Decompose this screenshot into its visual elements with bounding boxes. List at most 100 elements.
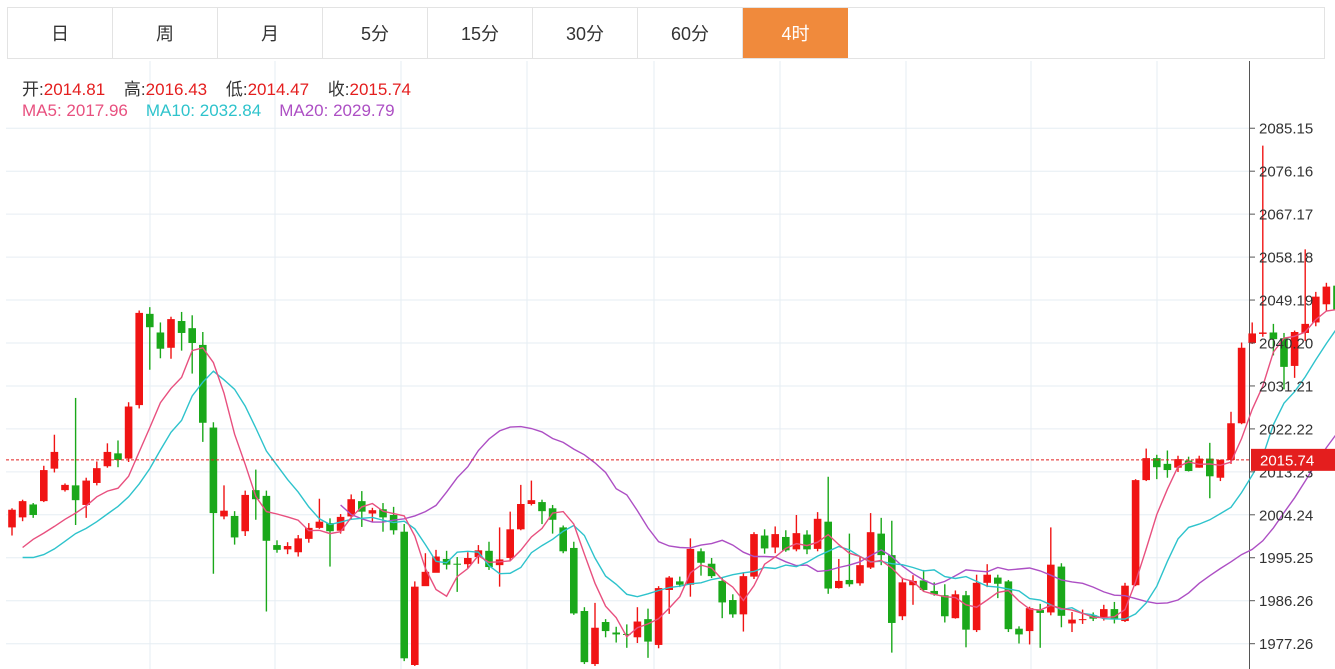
y-tick-label: 2040.20: [1259, 335, 1313, 352]
candle-down: [230, 515, 239, 538]
candle-up: [898, 582, 907, 617]
candle-up: [61, 484, 69, 491]
candle-up: [1322, 286, 1331, 305]
y-tick-label: 1995.25: [1259, 550, 1313, 567]
tab-60min[interactable]: 60分: [638, 8, 743, 58]
candle-up: [1121, 585, 1129, 622]
candle-up: [294, 538, 302, 553]
candle-up: [527, 500, 536, 504]
y-tick-label: 2076.16: [1259, 164, 1313, 181]
ma10-line: [22, 329, 1335, 620]
candle-down: [930, 590, 938, 595]
ohlc-readout: 开:2014.81 高:2016.43 低:2014.47 收:2015.74: [22, 75, 425, 100]
candle-up: [1100, 609, 1108, 618]
candle-up: [1068, 619, 1076, 624]
candle-up: [347, 499, 355, 517]
candle-up: [750, 534, 758, 577]
candle-down: [1110, 609, 1119, 620]
candle-up: [633, 621, 642, 638]
current-price-badge: [1251, 448, 1335, 471]
candle-down: [1206, 458, 1214, 477]
candle-down: [644, 619, 652, 642]
candle-up: [909, 580, 917, 586]
candle-down: [538, 502, 546, 512]
candle-down: [442, 558, 451, 565]
ma5-readout: MA5: 2017.96: [22, 101, 128, 120]
candle-down: [888, 555, 896, 623]
candle-down: [146, 313, 154, 328]
candle-down: [570, 547, 578, 614]
tab-15min[interactable]: 15分: [428, 8, 533, 58]
candle-up: [40, 470, 48, 502]
candle-down: [601, 622, 610, 632]
candle-up: [167, 319, 175, 348]
candle-up: [1195, 458, 1203, 468]
price-axis: 2085.15 2076.16 2067.17 2058.18 2049.19 2040.…: [1249, 121, 1313, 653]
tab-5min[interactable]: 5分: [323, 8, 428, 58]
candle-down: [697, 551, 705, 563]
candle-down: [559, 527, 567, 552]
high-label: 高:: [123, 80, 146, 99]
candle-up: [93, 468, 101, 483]
candle-up: [305, 527, 313, 539]
candle-up: [368, 510, 377, 514]
candle-up: [220, 510, 228, 517]
candle-up: [421, 571, 430, 587]
candle-down: [209, 427, 218, 514]
candle-up: [432, 556, 440, 573]
tab-month[interactable]: 月: [218, 8, 323, 58]
candle-up: [1301, 323, 1309, 333]
candle-up: [124, 406, 133, 459]
close-label: 收:: [327, 80, 350, 99]
candle-up: [1237, 347, 1246, 424]
candle-up: [866, 532, 875, 568]
tab-30min[interactable]: 30分: [533, 8, 638, 58]
candle-up: [771, 534, 779, 548]
candle-up: [315, 521, 324, 528]
candle-down: [1004, 581, 1013, 630]
candle-down: [262, 495, 271, 541]
tab-week[interactable]: 周: [113, 8, 218, 58]
period-tabs: 日 周 月 5分 15分 30分 60分 4时: [7, 7, 1325, 59]
candle-down: [379, 509, 387, 518]
candle-up: [1142, 458, 1150, 481]
candle-up: [983, 574, 991, 583]
candle-up: [506, 529, 514, 558]
candle-down: [326, 523, 334, 532]
ma5-value: 2017.96: [66, 101, 128, 120]
open-value: 2014.81: [43, 80, 106, 99]
candle-up: [654, 588, 663, 645]
candle-up: [1078, 619, 1087, 621]
candle-down: [199, 344, 207, 423]
candle-up: [517, 503, 525, 530]
ma10-value: 2032.84: [199, 101, 262, 120]
candle-down: [994, 577, 1002, 584]
candles: [8, 145, 1335, 666]
candle-up: [8, 509, 16, 528]
tab-4hour[interactable]: 4时: [743, 8, 848, 58]
moving-average-lines: [22, 309, 1335, 638]
ma20-line: [340, 425, 1335, 605]
close-value: 2015.74: [349, 80, 411, 99]
candle-up: [835, 580, 843, 589]
candle-down: [962, 595, 970, 630]
candle-down: [760, 535, 769, 549]
ma10-readout: MA10: 2032.84: [146, 101, 261, 120]
candle-up: [1259, 332, 1267, 334]
candle-up: [18, 501, 27, 518]
candle-up: [1227, 423, 1235, 461]
candle-up: [1290, 332, 1299, 366]
ma5-label: MA5:: [22, 101, 62, 120]
candle-down: [485, 550, 493, 568]
y-tick-label: 2031.21: [1259, 378, 1313, 395]
open-label: 开:: [22, 80, 44, 99]
ma20-readout: MA20: 2029.79: [279, 101, 394, 120]
candle-down: [1333, 285, 1335, 311]
candle-down: [1036, 610, 1044, 613]
candle-down: [1280, 338, 1288, 367]
candle-down: [623, 633, 631, 635]
candle-up: [464, 557, 472, 565]
tab-day[interactable]: 日: [8, 8, 113, 58]
current-price-label: 2015.74: [1260, 452, 1314, 469]
candle-up: [82, 480, 90, 505]
